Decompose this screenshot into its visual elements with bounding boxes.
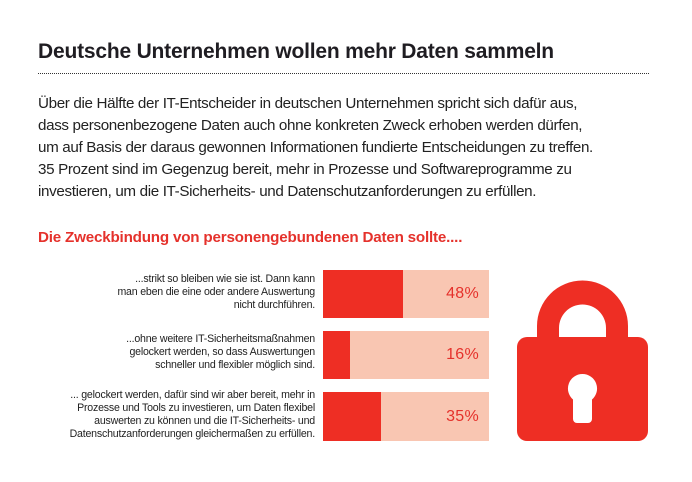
keyhole [567,373,598,423]
intro-line: Über die Hälfte der IT-Entscheider in de… [38,95,578,112]
bar-label-line: Prozesse und Tools zu investieren, um Da… [77,402,315,414]
lock-shackle [537,280,628,354]
bar-label-line: ...ohne weitere IT-Sicherheitsmaßnahmen [126,333,315,345]
bar-label-line: Datenschutzanforderungen gleichermaßen z… [69,428,316,440]
bar-label-line: schneller und flexibler möglich sind. [155,359,315,371]
bar-fill [323,331,350,379]
bar-label-line: ... gelockert werden, dafür sind wir abe… [70,389,315,401]
lock-icon [517,280,648,441]
bar-fill [323,270,403,318]
bar-label: ...ohne weitere IT-Sicherheitsmaßnahmen g… [126,333,315,372]
bar-label: ... gelockert werden, dafür sind wir abe… [69,389,316,441]
bar-track: 48% [323,270,489,318]
bar-track: 16% [323,331,489,379]
intro-line: um auf Basis der daraus gewonnen Informa… [38,139,593,156]
bar-label-line: nicht durchführen. [233,299,315,311]
bar-label-line: gelockert werden, so dass Auswertungen [129,346,315,358]
intro-line: dass personenbezogene Daten auch ohne ko… [38,117,583,134]
bar-value-label: 48% [446,285,479,302]
intro-line: investieren, um die IT-Sicherheits- und … [38,183,537,200]
intro-paragraph: Über die Hälfte der IT-Entscheider in de… [38,93,678,203]
intro-line: 35 Prozent sind im Gegenzug bereit, mehr… [38,161,572,178]
bar-value-label: 35% [446,407,479,425]
dotted-divider [38,73,649,74]
bar-label-line: man eben die eine oder andere Auswertung [117,286,315,298]
bar-label-line: auswerten zu können und die IT-Sicherhei… [94,415,315,427]
bar-track: 35% [323,392,489,441]
bar-fill [323,392,382,441]
chart-title: Die Zweckbindung von personengebundenen … [38,229,463,246]
bar-value-label: 16% [446,346,479,363]
page-title: Deutsche Unternehmen wollen mehr Daten s… [38,40,554,63]
bar-label-line: ...strikt so bleiben wie sie ist. Dann k… [135,273,315,285]
bar-label: ...strikt so bleiben wie sie ist. Dann k… [117,273,315,312]
